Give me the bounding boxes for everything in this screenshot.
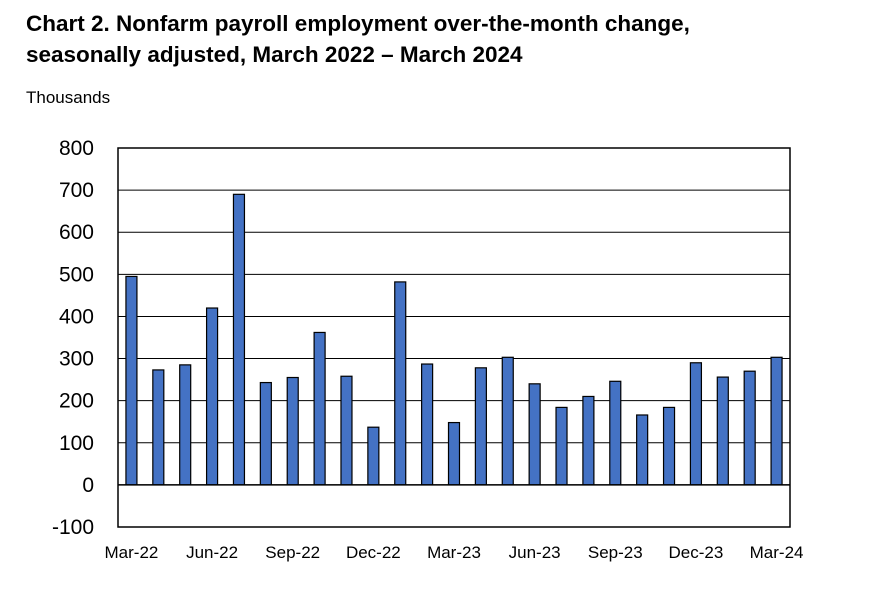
bar-mar-22 <box>125 275 138 486</box>
y-tick-label: 500 <box>59 263 94 286</box>
x-tick-label: Mar-22 <box>105 543 159 562</box>
y-tick-label: -100 <box>52 516 94 539</box>
y-tick-label: 700 <box>59 179 94 202</box>
bar-mar-23 <box>447 421 461 486</box>
bar-apr-22 <box>152 369 165 486</box>
chart-title-line-2: seasonally adjusted, March 2022 – March … <box>26 42 523 67</box>
bar-dec-23 <box>689 362 703 486</box>
bar-jan-24 <box>716 376 729 486</box>
bar-oct-22 <box>313 331 326 486</box>
bar-nov-22 <box>340 375 353 486</box>
bar-aug-22 <box>259 381 272 486</box>
x-tick-label: Jun-22 <box>186 543 238 562</box>
x-tick-label: Sep-23 <box>588 543 643 562</box>
chart-title: Chart 2. Nonfarm payroll employment over… <box>26 8 846 70</box>
y-axis-ticks: -100 0 100 200 300 400 500 600 700 800 <box>52 137 94 539</box>
bar-mar-24 <box>770 356 783 486</box>
bar-jan-23 <box>394 281 407 486</box>
y-tick-label: 200 <box>59 390 94 413</box>
bar-sep-22 <box>286 376 299 486</box>
bar-oct-23 <box>636 414 649 486</box>
bar-may-22 <box>179 364 192 486</box>
bar-apr-23 <box>474 367 487 486</box>
x-tick-label: Dec-23 <box>669 543 724 562</box>
bar-jun-23 <box>528 383 541 486</box>
bar-feb-23 <box>421 363 434 486</box>
y-tick-label: 300 <box>59 348 94 371</box>
chart-title-line-1: Chart 2. Nonfarm payroll employment over… <box>26 11 690 36</box>
bar-jul-23 <box>555 406 568 486</box>
bar-nov-23 <box>662 406 676 486</box>
plot-frame <box>117 147 791 528</box>
bar-feb-24 <box>743 370 756 486</box>
bar-jul-22 <box>232 193 246 486</box>
x-tick-label: Mar-23 <box>427 543 481 562</box>
y-axis-unit-label: Thousands <box>26 88 111 107</box>
x-tick-label: Mar-24 <box>750 543 804 562</box>
x-axis-ticks: Mar-22 Jun-22 Sep-22 Dec-22 Mar-23 Jun-23 Sep-… <box>105 543 804 562</box>
y-tick-label: 100 <box>59 432 94 455</box>
x-tick-label: Sep-22 <box>265 543 320 562</box>
bars <box>125 193 783 486</box>
x-tick-label: Jun-23 <box>509 543 561 562</box>
x-tick-label: Dec-22 <box>346 543 401 562</box>
bar-aug-23 <box>582 395 595 486</box>
y-tick-label: 600 <box>59 221 94 244</box>
bar-jun-22 <box>205 307 219 486</box>
y-tick-label: 400 <box>59 305 94 328</box>
y-tick-label: 0 <box>82 474 94 497</box>
y-tick-label: 800 <box>59 137 94 160</box>
bar-may-23 <box>501 356 514 486</box>
bar-dec-22 <box>367 426 380 486</box>
bar-sep-23 <box>609 380 622 486</box>
